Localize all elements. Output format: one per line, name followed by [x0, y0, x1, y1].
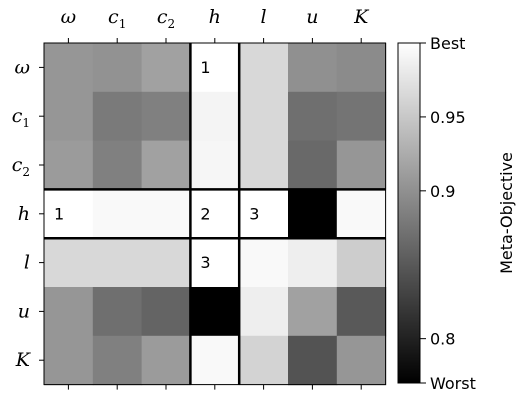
heatmap-cell — [239, 140, 289, 190]
heatmap-cell — [239, 287, 289, 337]
heatmap-cell — [141, 189, 191, 239]
col-label-main: ω — [61, 6, 77, 28]
col-label: h — [209, 6, 221, 28]
cell-annotation: 3 — [249, 204, 259, 223]
heatmap-cell — [141, 140, 191, 190]
heatmap-cell — [190, 91, 240, 142]
colorbar-tick-label: 0.8 — [430, 330, 455, 349]
col-label: u — [306, 6, 318, 28]
col-label-main: K — [353, 6, 370, 28]
heatmap-cell — [190, 287, 240, 337]
colorbar-title: Meta-Objective — [497, 152, 516, 274]
heatmap-cell — [92, 91, 143, 142]
col-label: ω — [61, 6, 77, 28]
colorbar-tick-label: Worst — [430, 374, 476, 393]
row-label-sub: 2 — [22, 165, 30, 179]
heatmap-cell — [44, 238, 94, 288]
row-label-main: l — [24, 252, 30, 274]
heatmap-cell — [239, 43, 289, 93]
row-label: h — [18, 203, 30, 225]
colorbar-tick-label: 0.9 — [430, 182, 455, 201]
col-label-main: h — [209, 6, 221, 28]
heatmap-cell — [336, 140, 387, 190]
heatmap-cell — [336, 91, 387, 142]
heatmap-cell — [141, 43, 191, 93]
heatmap-cell — [190, 335, 240, 386]
heatmap-cell — [141, 91, 191, 142]
heatmap-cell — [239, 189, 289, 239]
col-label-sub: 2 — [168, 17, 176, 31]
row-label: c1 — [12, 105, 30, 130]
row-label-main: c — [12, 154, 23, 176]
row-label: u — [18, 300, 30, 322]
heatmap-cell — [44, 43, 94, 93]
heatmap-cell — [141, 287, 191, 337]
heatmap-cell — [190, 238, 240, 288]
heatmap-cell — [288, 140, 338, 190]
col-label-sub: 1 — [119, 17, 127, 31]
row-label-main: K — [15, 349, 32, 371]
heatmap-cell — [288, 43, 338, 93]
colorbar-tick-label: Best — [430, 34, 465, 53]
heatmap-cell — [44, 91, 94, 142]
heatmap-cell — [288, 335, 338, 386]
heatmap-cell — [239, 91, 289, 142]
heatmap-cell — [44, 287, 94, 337]
heatmap-cell — [336, 43, 387, 93]
heatmap-cell — [92, 140, 143, 190]
row-label-main: c — [12, 105, 23, 127]
cell-annotation: 2 — [200, 204, 210, 223]
heatmap-cell — [288, 91, 338, 142]
heatmap-cell — [190, 140, 240, 190]
heatmap-cell — [190, 189, 240, 239]
heatmap-cell — [288, 189, 338, 239]
heatmap-cell — [141, 335, 191, 386]
col-label-main: l — [261, 6, 267, 28]
heatmap-cell — [336, 335, 387, 386]
heatmap-cell — [336, 238, 387, 288]
heatmap-cell — [336, 189, 387, 239]
col-label: l — [261, 6, 267, 28]
col-label-main: u — [306, 6, 318, 28]
colorbar-tick-label: 0.95 — [430, 108, 466, 127]
heatmap-cell — [92, 189, 143, 239]
row-label: ω — [15, 56, 31, 78]
row-label-main: h — [18, 203, 30, 225]
row-label-main: u — [18, 300, 30, 322]
heatmap-cell — [44, 335, 94, 386]
highlight-borders — [44, 43, 386, 385]
heatmap-cell — [92, 335, 143, 386]
heatmap-cell — [239, 238, 289, 288]
colorbar — [397, 42, 421, 384]
cell-annotation: 1 — [200, 58, 210, 77]
heatmap-cell — [190, 43, 240, 93]
cell-annotation: 1 — [54, 204, 64, 223]
heatmap-cell — [141, 238, 191, 288]
heatmap-cell — [92, 287, 143, 337]
heatmap-cell — [44, 140, 94, 190]
heatmap-cell — [92, 43, 143, 93]
row-label: c2 — [12, 154, 30, 179]
col-label: K — [353, 6, 370, 28]
heatmap-cell — [288, 238, 338, 288]
heatmap-cell — [44, 189, 94, 239]
heatmap-cell — [288, 287, 338, 337]
heatmap-cells — [44, 43, 387, 386]
cell-annotation: 3 — [200, 253, 210, 272]
row-label: l — [24, 252, 30, 274]
row-label: K — [15, 349, 32, 371]
heatmap-cell — [239, 335, 289, 386]
col-label-main: c — [108, 6, 119, 28]
heatmap-cell — [336, 287, 387, 337]
row-label-sub: 1 — [22, 116, 30, 130]
row-label-main: ω — [15, 56, 31, 78]
col-label: c2 — [157, 6, 175, 31]
col-label-main: c — [157, 6, 168, 28]
col-label: c1 — [108, 6, 126, 31]
heatmap-cell — [92, 238, 143, 288]
